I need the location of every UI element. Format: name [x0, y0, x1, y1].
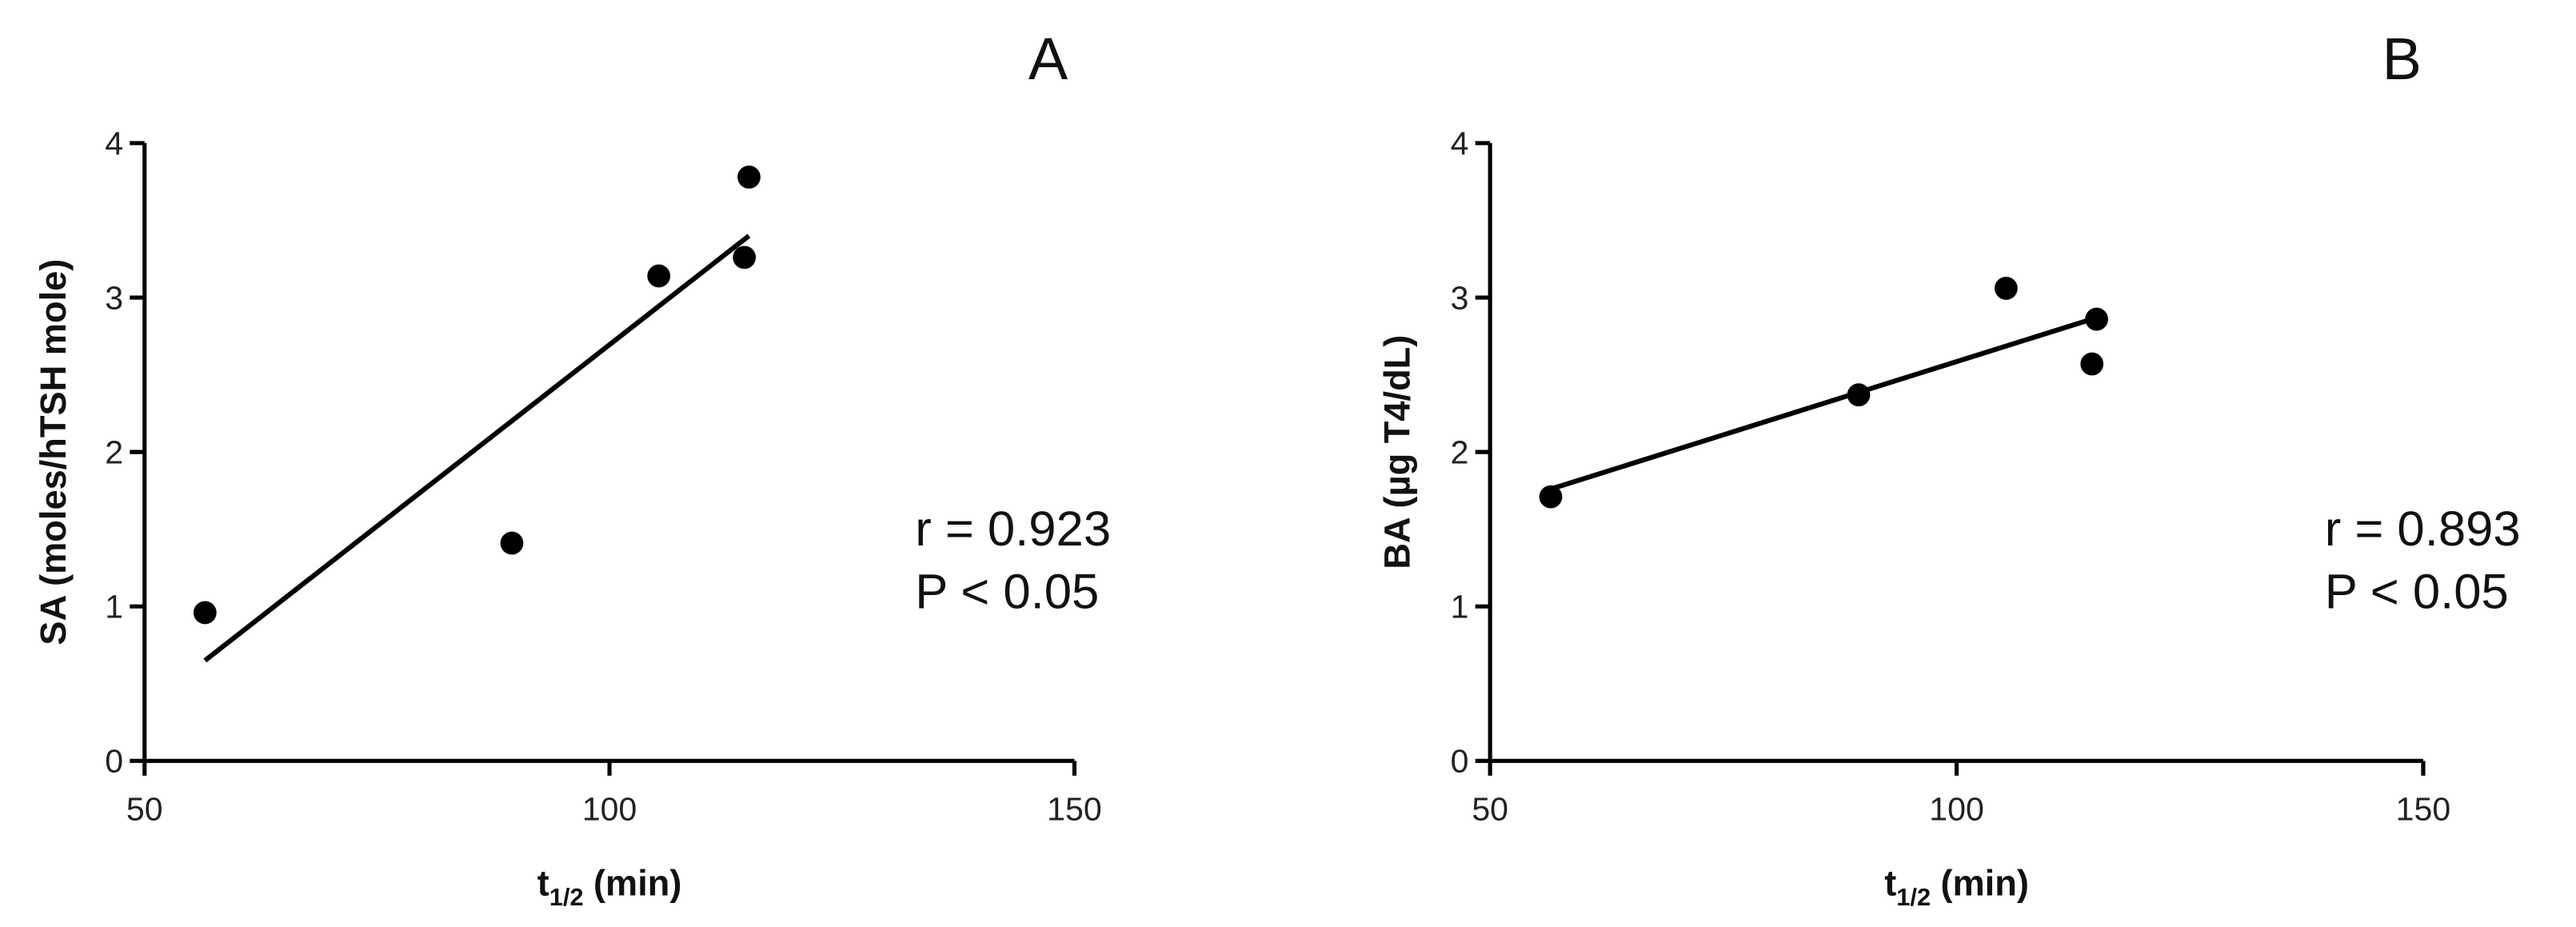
x-label-sub: 1/2 — [1896, 883, 1931, 911]
x-label-rest: (min) — [593, 863, 681, 904]
y-tick-label: 1 — [1451, 589, 1469, 625]
data-point — [2080, 352, 2104, 376]
y-tick-label: 4 — [105, 125, 123, 162]
regression-line — [1550, 315, 2098, 492]
data-point — [1995, 277, 2018, 300]
y-tick-label: 2 — [105, 434, 123, 471]
data-point — [500, 531, 524, 555]
x-label-main: t — [537, 863, 549, 904]
data-point — [1847, 383, 1871, 407]
annotation: P < 0.05 — [915, 564, 1099, 619]
y-tick-label: 1 — [105, 589, 123, 625]
y-tick-label: 2 — [1451, 434, 1469, 471]
x-tick-label: 50 — [126, 790, 163, 827]
x-axis-label: t1/2 (min) — [537, 863, 682, 911]
panel-label: B — [2382, 26, 2422, 92]
y-tick-label: 0 — [105, 743, 123, 780]
y-axis-label: BA (µg T4/dL) — [1377, 335, 1418, 569]
x-tick-label: 100 — [582, 790, 637, 827]
annotation: r = 0.923 — [915, 501, 1111, 557]
x-label-main: t — [1884, 863, 1896, 904]
x-tick-label: 50 — [1472, 790, 1508, 827]
data-point — [1539, 485, 1563, 509]
data-point — [647, 264, 671, 288]
data-point — [193, 601, 217, 625]
data-point — [737, 166, 761, 189]
y-axis-label: SA (moles/hTSH mole) — [33, 259, 74, 645]
panel-label: A — [1028, 26, 1068, 92]
x-tick-label: 150 — [1047, 790, 1102, 827]
x-label-rest: (min) — [1940, 863, 2028, 904]
x-label-sub: 1/2 — [549, 883, 584, 911]
data-point — [2085, 307, 2108, 331]
annotation: P < 0.05 — [2325, 564, 2509, 619]
annotation: r = 0.893 — [2325, 501, 2521, 557]
x-tick-label: 100 — [1929, 790, 1984, 827]
x-tick-label: 150 — [2396, 790, 2451, 827]
regression-line — [203, 234, 751, 663]
y-tick-label: 0 — [1451, 743, 1469, 780]
data-point — [733, 246, 757, 270]
y-tick-label: 3 — [105, 279, 123, 316]
y-tick-label: 3 — [1451, 279, 1469, 316]
x-axis-label: t1/2 (min) — [1884, 863, 2029, 911]
y-tick-label: 4 — [1451, 125, 1469, 162]
